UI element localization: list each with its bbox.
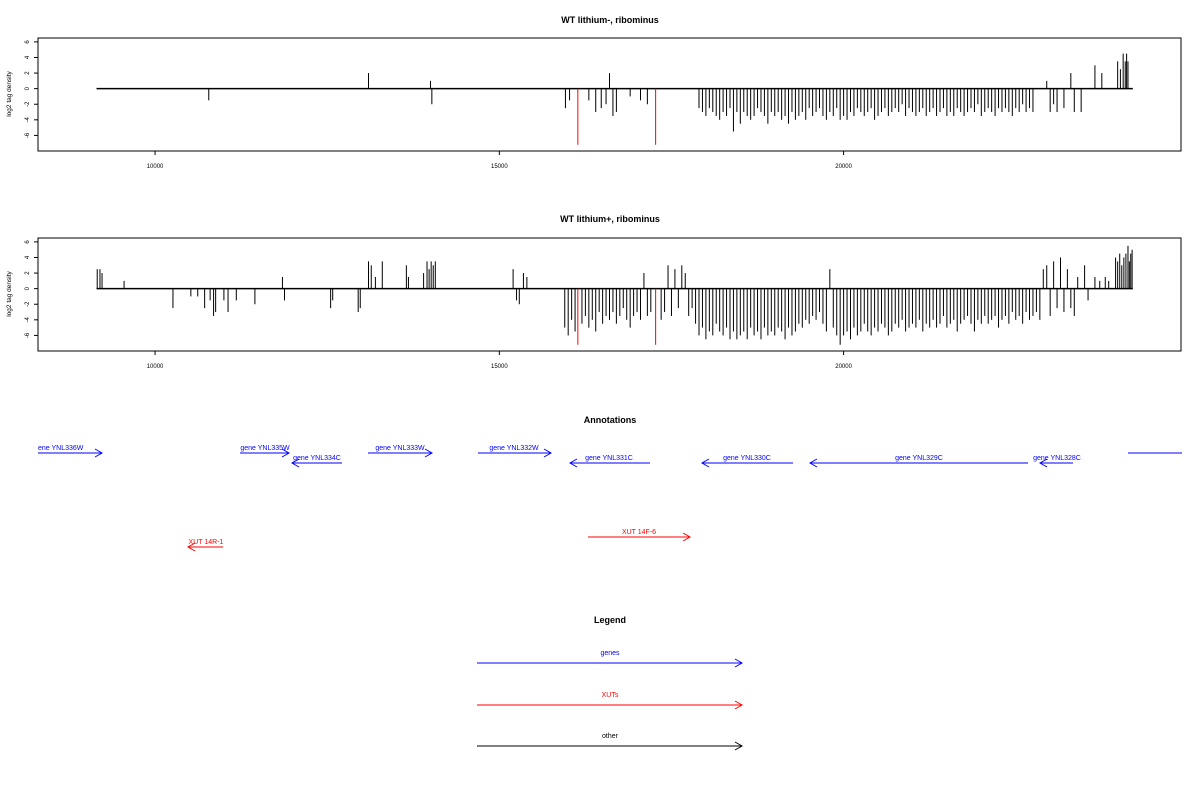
legend-label: other xyxy=(602,733,619,740)
gene-label: gene YNL329C xyxy=(895,455,943,462)
arrow-head xyxy=(424,448,434,458)
xut-label: XUT 14R-1 xyxy=(189,539,224,546)
data-bars xyxy=(96,245,1133,345)
y-tick-label: -6 xyxy=(25,132,31,138)
gene-label: gene YNL328C xyxy=(1033,455,1081,462)
gene-label: gene YNL331C xyxy=(585,455,633,462)
panel-title: WT lithium-, ribominus xyxy=(561,15,659,25)
y-tick-label: -2 xyxy=(25,101,31,107)
arrow-head xyxy=(734,700,744,710)
xut-label: XUT 14F-6 xyxy=(622,529,656,536)
arrow-head xyxy=(543,448,553,458)
y-tick-label: 2 xyxy=(25,271,31,275)
y-tick-label: 0 xyxy=(25,86,31,90)
annotations-title: Annotations xyxy=(584,415,637,425)
panel-wt-lithium-plus: WT lithium+, ribominus log2 tag density … xyxy=(6,214,1182,370)
y-tick-label: 4 xyxy=(25,55,31,59)
legend-label: genes xyxy=(600,650,620,657)
gene-label: gene YNL333W xyxy=(375,445,425,452)
y-axis-label: log2 tag density xyxy=(6,70,13,116)
panel-wt-lithium-minus: WT lithium-, ribominus log2 tag density … xyxy=(6,15,1182,170)
y-tick-label: 6 xyxy=(25,40,31,44)
panel-title: WT lithium+, ribominus xyxy=(560,214,660,224)
legend-items: genes XUTs other xyxy=(477,650,744,751)
y-tick-label: 2 xyxy=(25,71,31,75)
axis-ticks: -6 -4 -2 0 2 4 6 10000 15000 20000 xyxy=(25,240,853,370)
y-tick-label: 4 xyxy=(25,255,31,259)
y-tick-label: -6 xyxy=(25,332,31,338)
y-tick-label: 0 xyxy=(25,286,31,290)
arrow-head xyxy=(290,458,300,468)
data-bars xyxy=(96,53,1133,145)
arrow-head xyxy=(682,532,692,542)
x-tick-label: 20000 xyxy=(835,164,852,170)
arrow-head xyxy=(281,448,291,458)
arrow-head xyxy=(808,458,818,468)
x-tick-label: 20000 xyxy=(835,364,852,370)
arrow-head xyxy=(568,458,578,468)
arrow-head xyxy=(700,458,710,468)
y-tick-label: -4 xyxy=(25,317,31,323)
gene-label: gene YNL330C xyxy=(723,455,771,462)
x-tick-label: 10000 xyxy=(147,164,164,170)
y-tick-label: 6 xyxy=(25,240,31,244)
legend-label: XUTs xyxy=(602,692,619,699)
legend-title: Legend xyxy=(594,615,626,625)
arrow-head xyxy=(734,658,744,668)
x-tick-label: 15000 xyxy=(491,364,508,370)
legend-panel: Legend genes XUTs other xyxy=(477,615,744,751)
gene-label: gene YNL332W xyxy=(489,445,539,452)
gene-label: gene YNL334C xyxy=(293,455,341,462)
x-tick-label: 10000 xyxy=(147,364,164,370)
y-axis-label: log2 tag density xyxy=(6,270,13,316)
xut-annotations: XUT 14R-1 XUT 14F-6 xyxy=(186,529,692,552)
axis-ticks: -6 -4 -2 0 2 4 6 10000 15000 20000 xyxy=(25,40,853,170)
arrow-head xyxy=(734,741,744,751)
plot-frame xyxy=(37,237,1182,352)
gene-label: ene YNL336W xyxy=(38,445,84,452)
plot-frame xyxy=(37,37,1182,152)
annotations-panel: Annotations ene YNL336W gene YNL335Wgene … xyxy=(38,415,1182,552)
x-tick-label: 15000 xyxy=(491,164,508,170)
gene-label: gene YNL335W xyxy=(240,445,290,452)
arrow-head xyxy=(1038,458,1048,468)
arrow-head xyxy=(94,448,104,458)
arrow-head xyxy=(186,542,196,552)
y-tick-label: -4 xyxy=(25,117,31,123)
y-tick-label: -2 xyxy=(25,301,31,307)
